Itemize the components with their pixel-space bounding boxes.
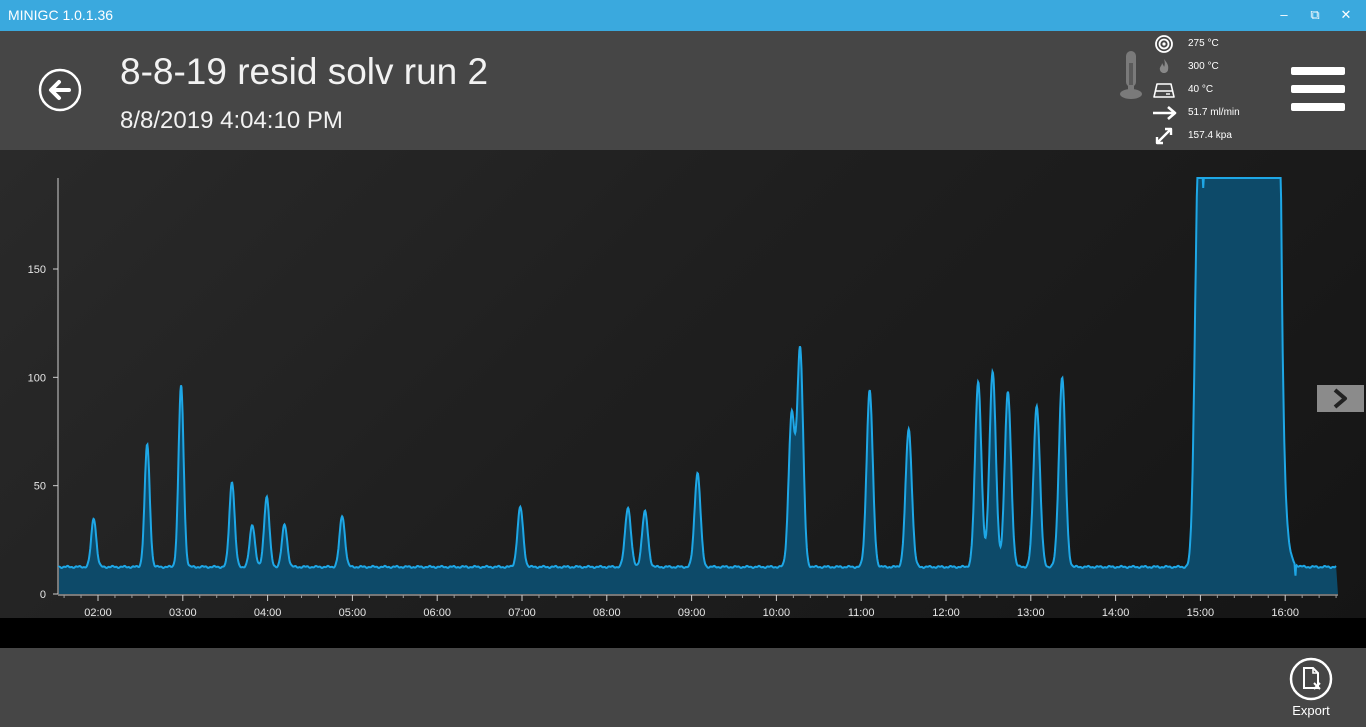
x-tick-label: 08:00 bbox=[593, 607, 621, 619]
oven-icon bbox=[1153, 83, 1175, 98]
run-title: 8-8-19 resid solv run 2 bbox=[120, 51, 489, 92]
y-tick-label: 50 bbox=[34, 481, 46, 493]
detector-temp-status: 300 °C bbox=[1152, 57, 1272, 77]
x-tick-label: 03:00 bbox=[169, 607, 197, 619]
x-tick-label: 11:00 bbox=[848, 607, 875, 619]
x-tick-label: 04:00 bbox=[254, 607, 282, 619]
y-tick-label: 0 bbox=[40, 589, 46, 601]
x-axis: 02:00 03:00 04:00 05:00 06:00 07:00 08:00 09:00… bbox=[58, 594, 1338, 619]
chromatogram-signal-line bbox=[58, 177, 1337, 576]
title-bar: MINIGC 1.0.1.36 – ⧉ ✕ bbox=[0, 0, 1366, 31]
injector-temp-status: 275 °C bbox=[1152, 34, 1272, 54]
injector-temp-value: 275 °C bbox=[1188, 38, 1219, 49]
target-icon bbox=[1155, 35, 1173, 53]
restore-button[interactable]: ⧉ bbox=[1310, 7, 1320, 22]
flow-rate-status: 51.7 ml/min bbox=[1152, 103, 1272, 123]
minimize-button[interactable]: – bbox=[1280, 7, 1288, 22]
x-tick-label: 12:00 bbox=[932, 607, 960, 619]
run-date: 8/8/2019 4:04:10 PM bbox=[120, 107, 343, 134]
oven-temp-value: 40 °C bbox=[1188, 84, 1214, 95]
y-axis: 0 50 100 150 bbox=[28, 178, 59, 601]
chromatogram-chart[interactable]: 0 50 100 150 02:00 03:00 04:00 05:00 06:00 07:00… bbox=[0, 150, 1366, 620]
x-tick-label: 09:00 bbox=[678, 607, 706, 619]
flame-icon bbox=[1159, 59, 1169, 73]
expand-arrows-icon bbox=[1155, 127, 1173, 145]
app-title: MINIGC 1.0.1.36 bbox=[8, 7, 114, 23]
x-tick-label: 14:00 bbox=[1102, 607, 1130, 619]
x-tick-label: 16:00 bbox=[1271, 607, 1299, 619]
export-icon[interactable] bbox=[1288, 656, 1334, 702]
x-tick-label: 06:00 bbox=[423, 607, 451, 619]
chevron-right-icon[interactable] bbox=[1317, 385, 1364, 412]
chromatogram-area bbox=[59, 178, 1338, 594]
x-tick-label: 05:00 bbox=[339, 607, 367, 619]
footer-bar bbox=[0, 648, 1366, 727]
x-tick-label: 10:00 bbox=[763, 607, 791, 619]
arrow-right-icon bbox=[1153, 106, 1177, 120]
close-button[interactable]: ✕ bbox=[1340, 7, 1352, 22]
detector-temp-value: 300 °C bbox=[1188, 61, 1219, 72]
y-tick-label: 100 bbox=[28, 372, 46, 384]
hamburger-menu-icon[interactable] bbox=[1290, 67, 1346, 115]
chart-scrollbar[interactable] bbox=[0, 618, 1366, 648]
oven-temp-status: 40 °C bbox=[1152, 80, 1272, 100]
export-label[interactable]: Export bbox=[1292, 703, 1330, 718]
x-tick-label: 07:00 bbox=[508, 607, 536, 619]
back-arrow-icon[interactable] bbox=[38, 68, 82, 112]
thermometer-icon bbox=[1120, 51, 1142, 99]
pressure-status: 157.4 kpa bbox=[1152, 126, 1272, 146]
x-tick-label: 13:00 bbox=[1017, 607, 1045, 619]
y-tick-label: 150 bbox=[28, 264, 46, 276]
pressure-value: 157.4 kpa bbox=[1188, 130, 1232, 141]
flow-rate-value: 51.7 ml/min bbox=[1188, 107, 1240, 118]
x-tick-label: 02:00 bbox=[84, 607, 112, 619]
x-tick-label: 15:00 bbox=[1187, 607, 1215, 619]
